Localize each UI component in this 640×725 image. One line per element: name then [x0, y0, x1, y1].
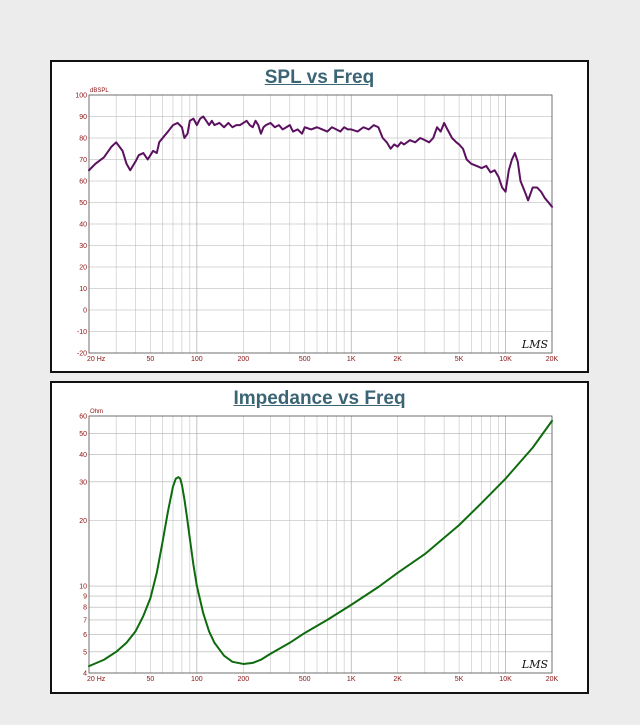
x-tick-label: 10K [499, 676, 512, 683]
y-tick-label: 7 [83, 617, 87, 624]
lms-logo: LMS [521, 338, 549, 351]
y-axis-unit-label: dBSPL [90, 88, 109, 94]
y-tick-label: -20 [77, 351, 87, 358]
y-tick-label: 90 [79, 114, 87, 121]
y-tick-label: 5 [83, 649, 87, 656]
y-tick-label: 0 [83, 308, 87, 315]
y-tick-label: 60 [79, 414, 87, 421]
y-tick-label: 10 [79, 286, 87, 293]
x-tick-label: 20 Hz [87, 356, 106, 363]
y-tick-label: 60 [79, 179, 87, 186]
x-tick-label: 50 [147, 676, 155, 683]
x-tick-label: 500 [299, 356, 311, 363]
spl-plot: 20 Hz 50 100 200 500 1K 2K 5K 10K 20K100908070605… [75, 88, 559, 363]
x-tick-label: 200 [237, 676, 249, 683]
impedance-plot: 20 Hz 50 100 200 500 1K 2K 5K 10K 20K 60 50 40 30 20 10… [79, 409, 559, 683]
y-tick-label: 6 [83, 632, 87, 639]
y-tick-label: 4 [83, 671, 87, 678]
x-tick-label: 50 [147, 356, 155, 363]
y-axis-unit-label: Ohm [90, 409, 103, 415]
y-tick-label: 50 [79, 200, 87, 207]
x-tick-label: 5K [455, 356, 464, 363]
y-tick-label: 20 [79, 518, 87, 525]
y-tick-label: -10 [77, 329, 87, 336]
spl-curve [88, 115, 553, 208]
x-tick-label: 200 [237, 356, 249, 363]
plot-area [89, 416, 552, 673]
y-tick-label: 80 [79, 136, 87, 143]
x-tick-label: 20K [546, 676, 559, 683]
spl-chart-panel: SPL vs Freq 20 Hz 50 100 200 500 1K 2K 5K 10K 20K… [50, 60, 589, 373]
x-tick-label: 100 [191, 676, 203, 683]
lms-logo: LMS [521, 658, 549, 671]
y-tick-label: 20 [79, 265, 87, 272]
impedance-chart-panel: Impedance vs Freq 20 Hz 50 100 200 500 1K 2K 5K… [50, 381, 589, 694]
x-tick-label: 20K [546, 356, 559, 363]
x-tick-label: 100 [191, 356, 203, 363]
plot-frame [88, 415, 553, 674]
y-tick-label: 30 [79, 243, 87, 250]
y-tick-label: 50 [79, 431, 87, 438]
y-tick-label: 30 [79, 479, 87, 486]
y-tick-label: 40 [79, 452, 87, 459]
plot-frame [88, 94, 553, 354]
x-tick-label: 500 [299, 676, 311, 683]
x-tick-label: 10K [499, 356, 512, 363]
impedance-curve [88, 419, 553, 668]
y-tick-label: 8 [83, 605, 87, 612]
x-tick-label: 1K [347, 356, 356, 363]
y-tick-label: 70 [79, 157, 87, 164]
y-tick-label: 100 [75, 93, 87, 100]
x-tick-label: 20 Hz [87, 676, 106, 683]
chart-title: SPL vs Freq [264, 67, 375, 88]
y-tick-label: 9 [83, 594, 87, 601]
y-tick-label: 40 [79, 222, 87, 229]
x-tick-label: 1K [347, 676, 356, 683]
x-tick-label: 5K [455, 676, 464, 683]
chart-title: Impedance vs Freq [233, 388, 406, 409]
x-tick-label: 2K [393, 356, 402, 363]
y-tick-label: 10 [79, 584, 87, 591]
x-tick-label: 2K [393, 676, 402, 683]
